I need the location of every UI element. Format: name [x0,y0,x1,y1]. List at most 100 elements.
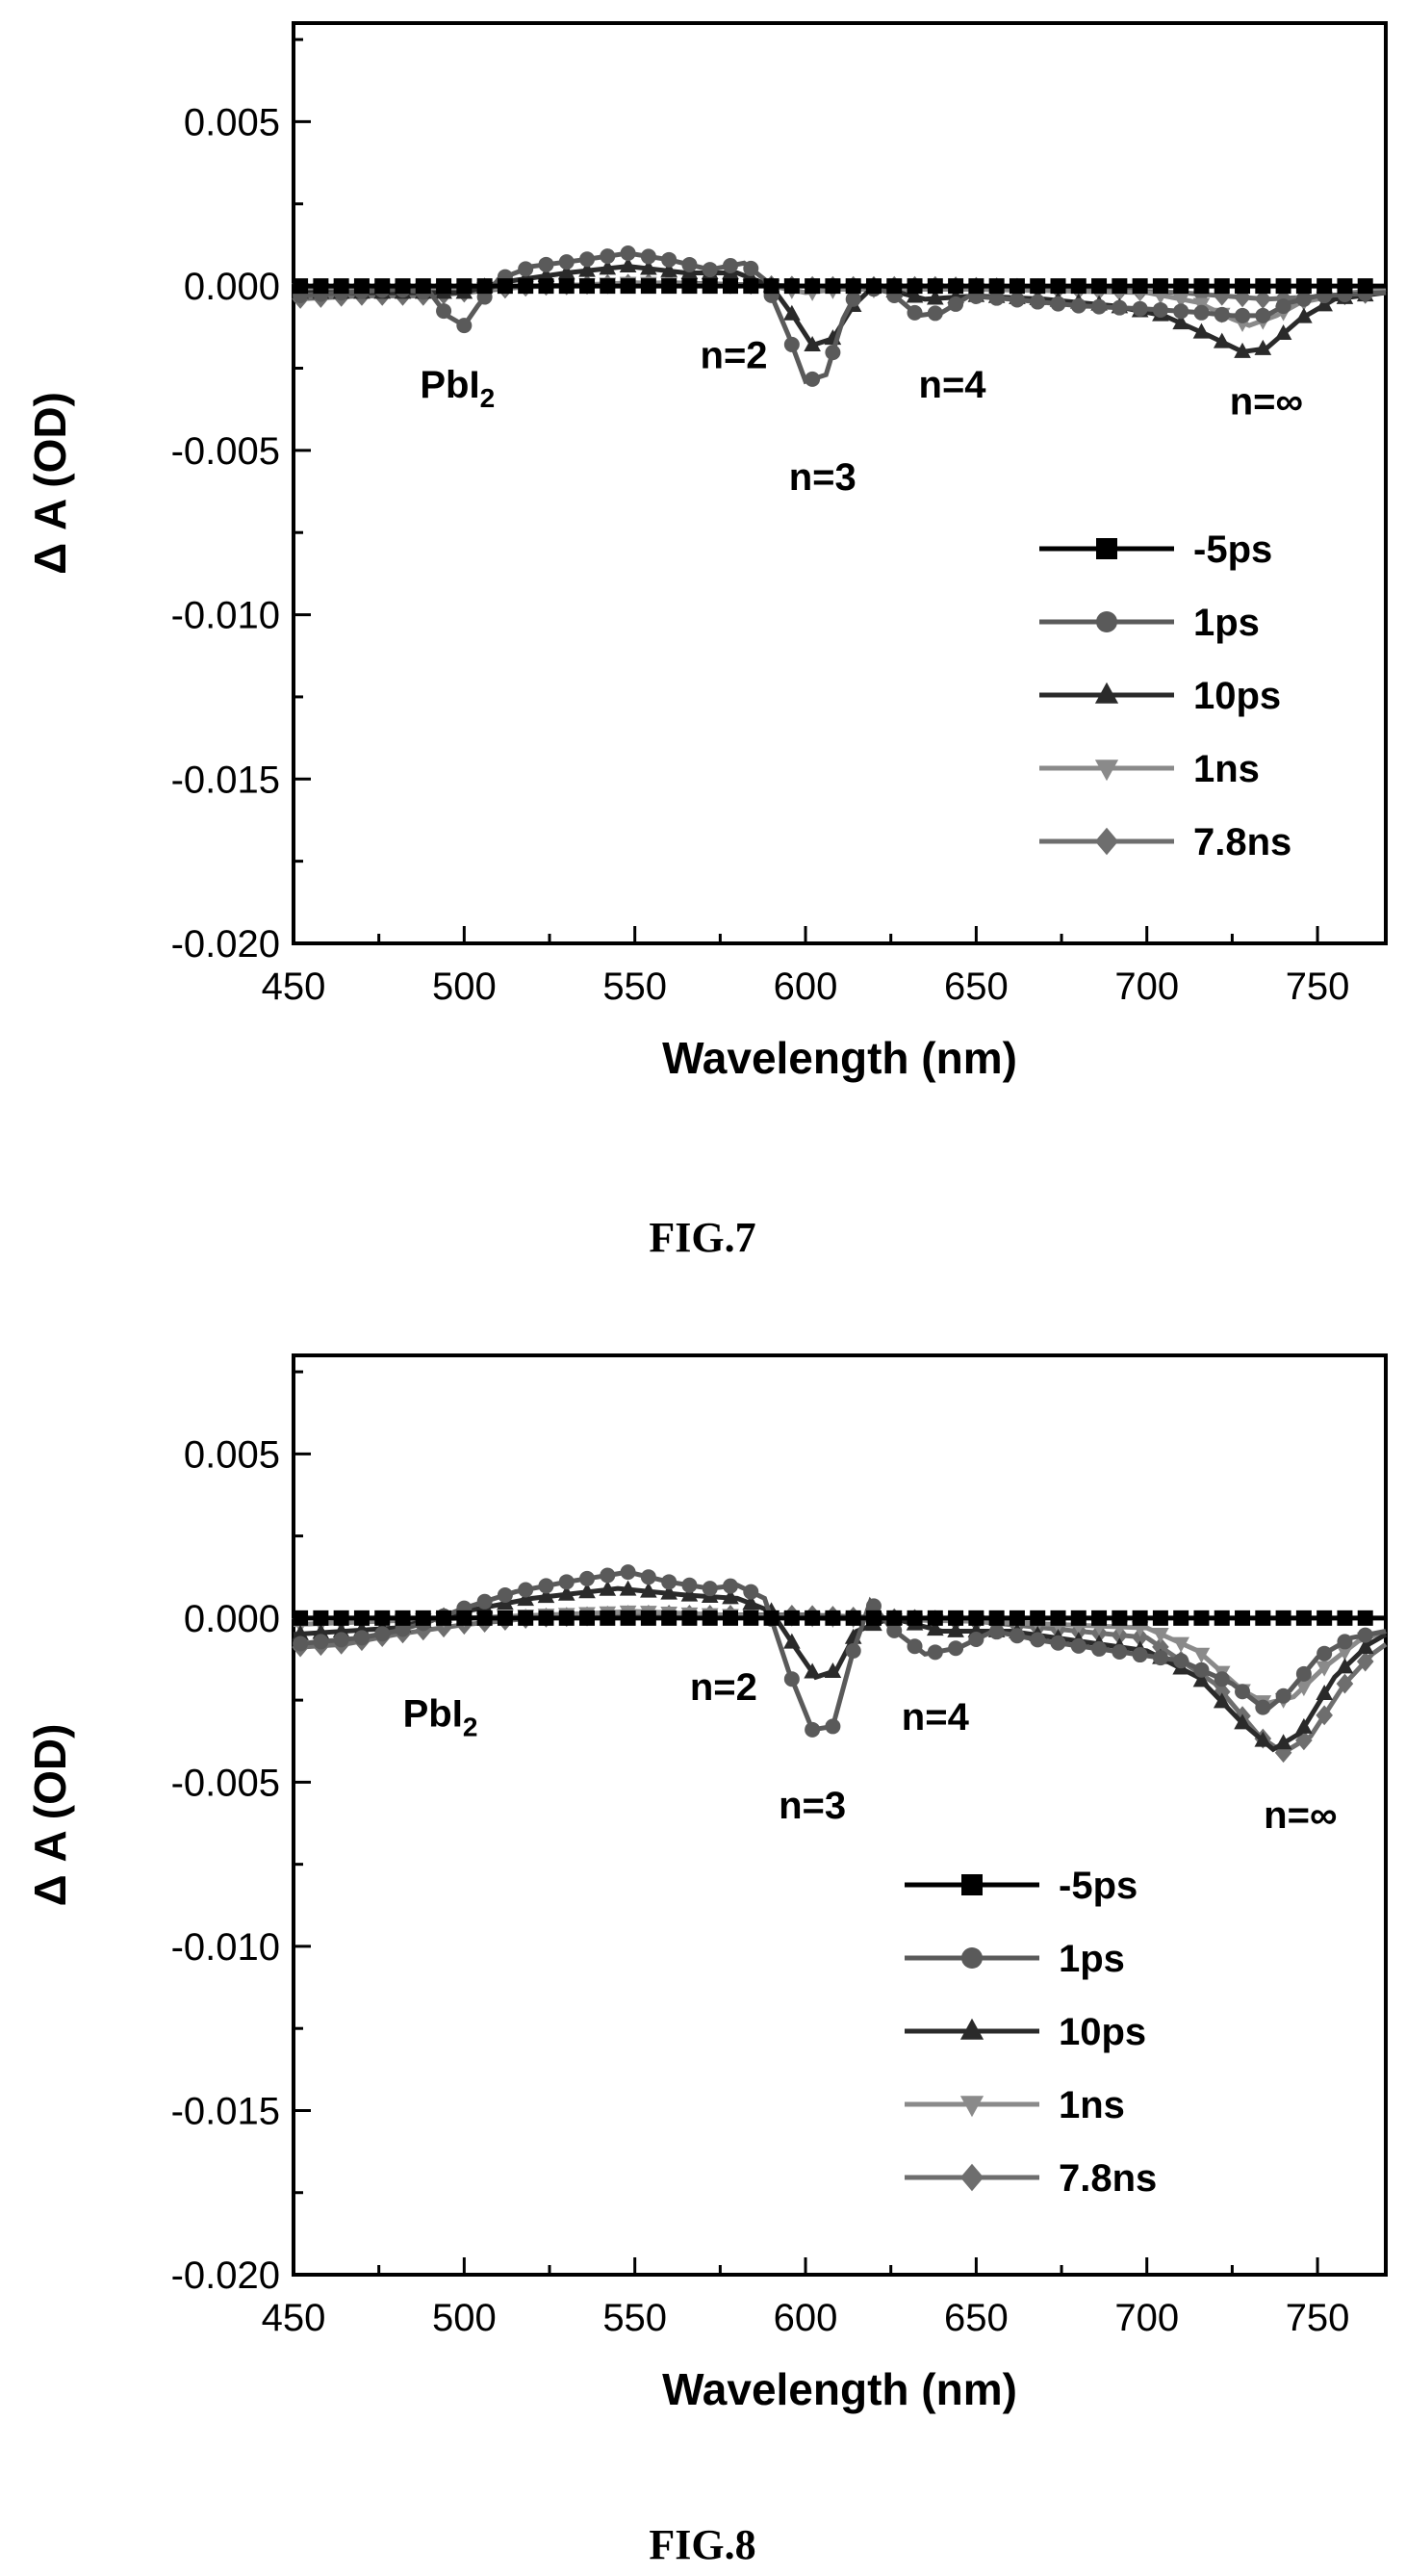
data-point [723,257,738,273]
data-point [538,278,554,295]
y-tick-label: -0.020 [171,923,280,966]
x-tick-label: 750 [1286,966,1350,1008]
x-tick-label: 550 [602,2297,667,2339]
plot-frame [292,21,1388,945]
data-point [599,259,617,275]
x-tick-label: 550 [602,966,667,1008]
data-point [1152,301,1168,318]
data-point [1255,278,1271,295]
y-axis-title: Δ A (OD) [25,392,75,575]
legend-marker [959,2096,984,2118]
data-point [293,278,309,295]
y-tick-label: -0.015 [171,2090,280,2132]
x-tick-label: 700 [1114,2297,1179,2339]
data-point [1070,278,1086,295]
data-point [1234,342,1251,358]
data-point [1336,1645,1354,1662]
data-point [1193,278,1210,295]
x-tick-label: 450 [262,2297,326,2339]
data-point [1336,1658,1354,1674]
data-point [845,278,861,295]
data-point [742,1594,760,1610]
data-point [1132,1610,1148,1626]
data-point [1235,307,1251,323]
data-point [620,245,636,261]
data-point [436,303,452,320]
data-point [1050,1635,1066,1651]
data-point [1070,297,1086,314]
data-point [538,256,554,272]
data-point [1192,1647,1211,1663]
data-point [968,1632,984,1648]
data-point [1152,1628,1169,1644]
legend-marker [1096,611,1117,632]
data-point [1193,304,1210,321]
data-point [1295,307,1313,323]
data-point [1274,324,1292,341]
data-point [1337,278,1353,295]
data-point [681,256,698,272]
data-point [968,278,984,295]
x-tick-label: 750 [1286,2297,1350,2339]
data-point [1132,1647,1148,1663]
data-point [865,1610,882,1626]
data-point [948,1610,964,1626]
x-axis-title: Wavelength (nm) [662,1033,1017,1083]
data-point [497,1610,513,1626]
data-point [661,1574,677,1590]
data-point [1173,1653,1189,1669]
legend-marker [1094,760,1119,782]
data-point [1070,1610,1086,1626]
data-point [723,278,738,295]
legend-marker [959,2163,984,2192]
data-point [927,1644,943,1661]
data-point [537,1587,555,1604]
data-point [805,278,821,295]
x-tick-label: 600 [774,966,838,1008]
annotation-subscript: 2 [463,1712,478,1741]
data-point [743,1610,759,1626]
data-point [907,278,923,295]
data-point [1172,293,1189,309]
annotation-label: n=4 [919,364,987,406]
data-point [333,1632,349,1648]
legend-label: 1ps [1193,602,1260,644]
data-point [497,1586,513,1603]
data-point [353,1630,370,1646]
data-point [1295,291,1312,307]
data-point [313,1634,329,1650]
data-point [1050,1610,1066,1626]
data-point [558,278,575,295]
data-point [845,1610,861,1626]
data-point [1295,1665,1312,1682]
data-point [640,248,656,265]
data-point [1275,1687,1291,1704]
data-point [1356,1651,1374,1672]
data-point [1030,1632,1046,1648]
annotation-label: PbI2 [403,1692,478,1741]
data-point [783,304,801,321]
data-point [743,260,759,276]
data-point [558,1610,575,1626]
data-point [1152,1650,1168,1666]
data-point [906,287,924,303]
data-point [681,278,698,295]
data-point [333,278,349,295]
data-point [661,1610,677,1626]
data-point [1317,1610,1333,1626]
annotation-label: n=4 [902,1696,970,1739]
data-point [1337,1634,1353,1650]
data-point [313,278,329,295]
y-tick-label: -0.010 [171,595,280,637]
data-point [1255,1699,1271,1715]
data-point [640,259,657,275]
data-point [865,1598,882,1614]
data-point [1275,1610,1291,1626]
data-point [579,1570,596,1586]
data-point [1337,1610,1353,1626]
legend-label: 10ps [1059,2011,1146,2053]
data-point [948,1640,964,1657]
data-point [619,1580,637,1596]
data-point [1295,1681,1313,1697]
data-point [988,290,1005,306]
